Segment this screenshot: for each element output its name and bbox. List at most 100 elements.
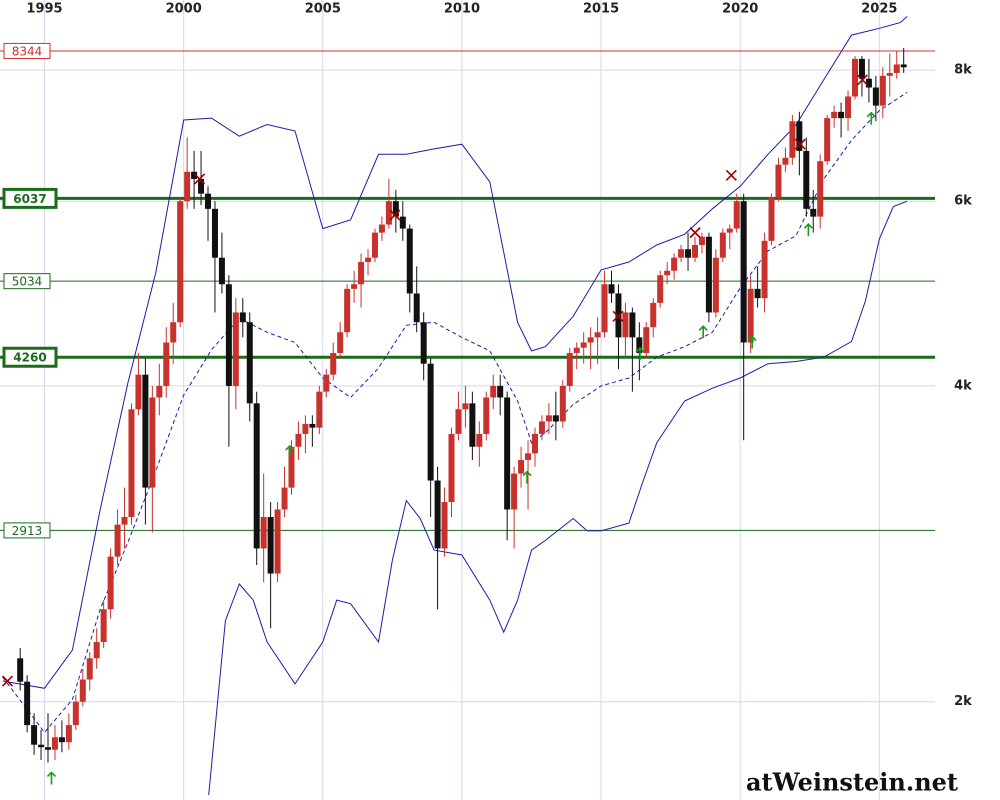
x-tick-label: 2000: [166, 2, 202, 17]
band-line: [2, 16, 908, 689]
watermark: atWeinstein.net: [746, 768, 958, 797]
candle-body: [552, 415, 559, 422]
candle-body: [573, 347, 580, 353]
level-label: 6037: [13, 192, 46, 206]
candle-body: [142, 374, 149, 488]
candle-body: [17, 658, 24, 682]
candle-body: [86, 658, 93, 680]
candle-body: [392, 201, 399, 217]
buy-signal: [522, 470, 532, 484]
candle-body: [858, 58, 865, 79]
levels: [0, 50, 935, 531]
candle-body: [824, 118, 831, 162]
candle-body: [281, 487, 288, 510]
sell-signal: [389, 209, 401, 221]
candle-body: [747, 288, 754, 343]
candle-body: [831, 111, 838, 119]
candle-body: [518, 459, 525, 474]
buy-signal: [285, 444, 295, 459]
candle-body: [608, 284, 615, 294]
candle-body: [344, 288, 351, 333]
candle-body: [643, 327, 650, 353]
x-tick-label: 2015: [583, 2, 619, 17]
y-tick-label: 8k: [954, 63, 972, 78]
candle-body: [490, 385, 497, 398]
candle-body: [170, 322, 177, 343]
candle-body: [650, 302, 657, 328]
candle-body: [691, 244, 698, 258]
candle-body: [754, 288, 761, 299]
candle-body: [128, 409, 135, 518]
candle-body: [100, 609, 107, 643]
candle-body: [678, 249, 685, 258]
candle-body: [796, 121, 803, 151]
candle-body: [559, 385, 566, 422]
candle-body: [309, 423, 316, 428]
candle-body: [441, 502, 448, 549]
x-tick-label: 2025: [861, 2, 897, 17]
candle-body: [274, 509, 281, 574]
candle-body: [406, 228, 413, 294]
candle-body: [483, 397, 490, 434]
x-tick-label: 2020: [722, 2, 758, 17]
candle-body: [420, 322, 427, 364]
sell-signal: [794, 138, 806, 150]
level-label-box: [3, 273, 51, 290]
candle-body: [434, 480, 441, 549]
candle-body: [538, 421, 545, 434]
candle-body: [511, 473, 518, 510]
level-label-box: [3, 42, 51, 59]
candle-body: [782, 157, 789, 165]
candle-body: [622, 312, 629, 338]
candle-body: [211, 208, 218, 258]
candle-body: [448, 433, 455, 503]
candle-body: [740, 201, 747, 343]
level-label: 5034: [12, 275, 43, 289]
candle-body: [149, 397, 156, 488]
candle-body: [587, 337, 594, 343]
candle-body: [121, 517, 128, 525]
candle-body: [817, 161, 824, 217]
candle-body: [302, 423, 309, 434]
candle-body: [358, 262, 365, 285]
x-tick-label: 2005: [305, 2, 341, 17]
candle-body: [504, 397, 511, 510]
candle-body: [761, 240, 768, 299]
candle-body: [323, 374, 330, 392]
candle-body: [845, 96, 852, 119]
candle-body: [288, 446, 295, 488]
candle-body: [260, 517, 267, 549]
candle-body: [316, 391, 323, 428]
candle-body: [218, 257, 225, 285]
candle-body: [657, 275, 664, 303]
candle-body: [810, 208, 817, 217]
candle-body: [462, 403, 469, 410]
buy-signal: [866, 111, 876, 125]
buy-signal: [747, 335, 757, 349]
candle-body: [636, 337, 643, 353]
x-tick-label: 2010: [444, 2, 480, 17]
candle-body: [58, 737, 65, 743]
candle-body: [191, 171, 198, 179]
candle-body: [427, 363, 434, 481]
level-label: 2913: [12, 524, 43, 538]
level-label: 4260: [13, 351, 46, 365]
candle-body: [879, 75, 886, 106]
buy-signal: [698, 325, 708, 339]
candles: [17, 47, 907, 763]
candle-body: [45, 747, 52, 750]
level-label-box: [2, 346, 58, 368]
candle-body: [371, 232, 378, 258]
candle-body: [838, 111, 845, 119]
candle-body: [365, 257, 372, 263]
sell-signal: [1, 675, 14, 687]
candle-body: [246, 322, 253, 404]
candle-body: [733, 201, 740, 229]
candle-body: [851, 58, 858, 97]
grid: [0, 0, 935, 800]
sell-signal: [725, 169, 737, 181]
candle-body: [685, 249, 692, 258]
candle-body: [698, 236, 705, 245]
candle-body: [601, 284, 608, 333]
candle-body: [295, 433, 302, 447]
